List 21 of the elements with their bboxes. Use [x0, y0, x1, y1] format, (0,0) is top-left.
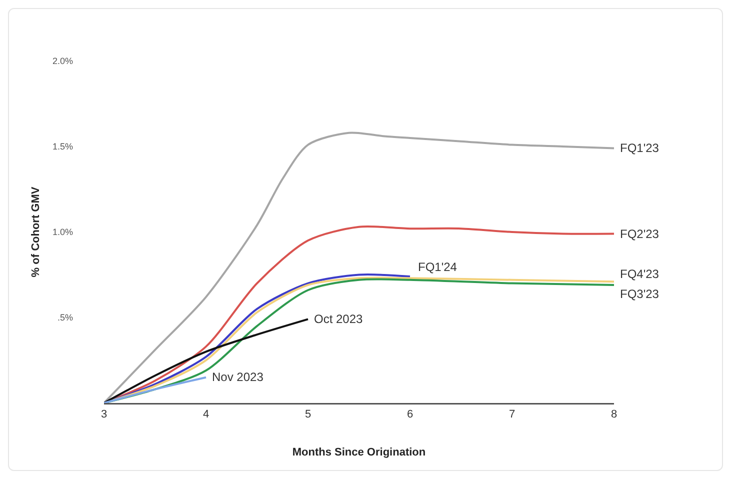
series-label: FQ1'24 [418, 260, 458, 274]
x-tick-label: 5 [304, 408, 312, 421]
series-label: Nov 2023 [212, 370, 264, 384]
x-tick-label: 6 [406, 408, 414, 421]
x-tick-label: 8 [610, 408, 618, 421]
x-axis-title: Months Since Origination [292, 446, 426, 459]
series-label: FQ1'23 [620, 141, 660, 155]
x-tick-label: 3 [100, 408, 108, 421]
x-tick-label: 7 [508, 408, 516, 421]
y-tick-label: 1.5% [52, 142, 73, 152]
y-tick-label: 1.0% [52, 227, 73, 238]
y-tick-label: .5% [57, 312, 73, 323]
series-label: FQ4'23 [620, 267, 660, 281]
series-label: FQ2'23 [620, 227, 660, 241]
series-label: FQ3'23 [620, 287, 660, 301]
y-tick-label: 2.0% [52, 56, 73, 66]
line-series [104, 318, 309, 403]
line-series [104, 132, 614, 403]
series-label: Oct 2023 [314, 312, 364, 326]
x-tick-label: 4 [202, 408, 210, 421]
y-axis-title: % of Cohort GMV [30, 186, 42, 278]
